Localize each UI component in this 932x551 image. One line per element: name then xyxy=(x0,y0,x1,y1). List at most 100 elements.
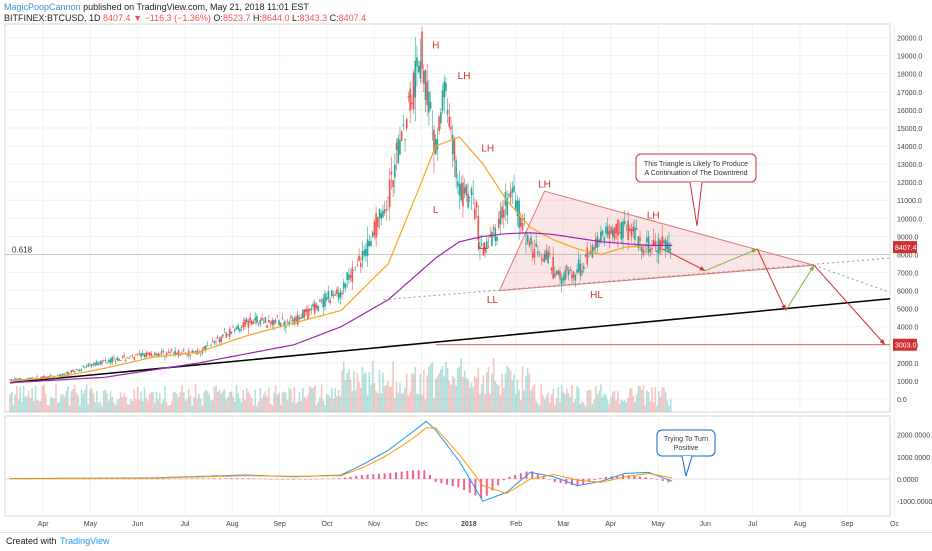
macd-hist-bar xyxy=(355,475,358,479)
candle-body xyxy=(111,357,113,363)
volume-bar xyxy=(101,405,103,412)
macd-hist-bar xyxy=(661,479,664,482)
volume-bar xyxy=(659,396,662,412)
y-tick-label: 6000.0 xyxy=(897,289,919,296)
volume-bar xyxy=(33,401,35,412)
candle-body xyxy=(85,365,88,367)
candle-body xyxy=(314,302,316,314)
candle-body xyxy=(157,353,159,356)
volume-bar xyxy=(535,401,537,412)
volume-bar xyxy=(620,399,623,412)
volume-bar xyxy=(632,395,635,412)
candle-body xyxy=(322,298,325,308)
volume-bar xyxy=(392,361,394,412)
candle-body xyxy=(428,91,430,113)
volume-bar xyxy=(133,389,136,412)
candle-body xyxy=(82,366,85,367)
macd-hist-bar xyxy=(576,479,579,487)
candle-body xyxy=(402,124,405,127)
volume-bar xyxy=(657,390,660,412)
candle-body xyxy=(380,213,383,220)
volume-bar xyxy=(157,399,159,412)
volume-bar xyxy=(96,390,98,412)
candle-body xyxy=(583,266,585,270)
volume-bar xyxy=(283,391,285,412)
candle-body xyxy=(107,359,110,362)
candle-body xyxy=(567,270,570,276)
candle-body xyxy=(96,361,98,365)
candle-body xyxy=(276,315,279,317)
candle-body xyxy=(412,72,415,110)
candle-body xyxy=(571,274,573,279)
candle-body xyxy=(450,126,452,130)
volume-bar xyxy=(143,387,146,412)
candle-body xyxy=(225,332,228,338)
volume-bar xyxy=(594,385,597,412)
candle-body xyxy=(150,353,153,356)
macd-hist-bar xyxy=(167,478,170,480)
volume-bar xyxy=(511,380,514,412)
volume-bar xyxy=(320,384,323,412)
price-chart[interactable]: Trying To Turn Positive 0.0 1000.0 2000.0 30… xyxy=(0,0,932,532)
volume-bar xyxy=(606,399,609,412)
volume-bar xyxy=(593,399,595,412)
macd-hist-bar xyxy=(627,475,630,479)
candle-body xyxy=(36,376,39,378)
x-tick-label: Aug xyxy=(226,521,239,528)
volume-bar xyxy=(142,400,144,412)
volume-bar xyxy=(630,388,633,412)
candle-body xyxy=(27,378,30,379)
candle-body xyxy=(203,346,205,350)
candle-body xyxy=(581,270,583,273)
volume-bar xyxy=(601,396,604,412)
candle-body xyxy=(256,316,258,323)
candle-body xyxy=(278,320,280,326)
candle-body xyxy=(629,227,631,232)
candle-body xyxy=(220,336,222,343)
volume-bar xyxy=(368,372,371,412)
volume-bar xyxy=(491,373,493,412)
volume-bar xyxy=(264,391,267,412)
candle-body xyxy=(559,271,561,280)
volume-bar xyxy=(424,399,427,412)
candle-body xyxy=(302,310,304,319)
volume-bar xyxy=(487,366,490,412)
macd-hist-bar xyxy=(434,479,437,482)
author-name[interactable]: MagicPoopCannon xyxy=(4,2,81,12)
macd-note-text: Trying To Turn xyxy=(664,436,708,443)
candle-body xyxy=(262,321,265,322)
tradingview-logo[interactable]: TradingView xyxy=(60,536,110,546)
candle-body xyxy=(451,135,454,155)
volume-bar xyxy=(250,397,253,412)
macd-hist-bar xyxy=(105,478,108,480)
candle-body xyxy=(44,376,47,378)
volume-bar xyxy=(589,389,592,412)
volume-bar xyxy=(635,394,638,412)
volume-bar xyxy=(274,384,277,412)
volume-bar xyxy=(31,387,33,412)
volume-bar xyxy=(443,376,446,412)
projection-arrowhead xyxy=(781,304,786,311)
projection-leg xyxy=(785,265,815,311)
macd-hist-bar xyxy=(423,470,426,479)
volume-bar xyxy=(160,403,163,412)
volume-bar xyxy=(484,394,486,412)
candle-body xyxy=(215,341,217,343)
volume-bar xyxy=(528,373,531,412)
volume-bar xyxy=(211,399,214,412)
candle-body xyxy=(300,317,302,319)
target-price-badge xyxy=(893,338,917,351)
volume-bar xyxy=(290,389,292,412)
volume-bar xyxy=(562,392,565,412)
candle-body xyxy=(230,331,233,334)
candle-body xyxy=(388,179,391,208)
candle-body xyxy=(649,249,652,253)
candle-body xyxy=(177,350,180,356)
macd-hist-bar xyxy=(366,474,369,479)
volume-bar xyxy=(605,394,607,412)
volume-bar xyxy=(477,367,480,412)
candle-body xyxy=(445,82,447,91)
macd-hist-bar xyxy=(270,478,273,480)
volume-bar xyxy=(548,402,551,412)
volume-bar xyxy=(196,398,199,412)
